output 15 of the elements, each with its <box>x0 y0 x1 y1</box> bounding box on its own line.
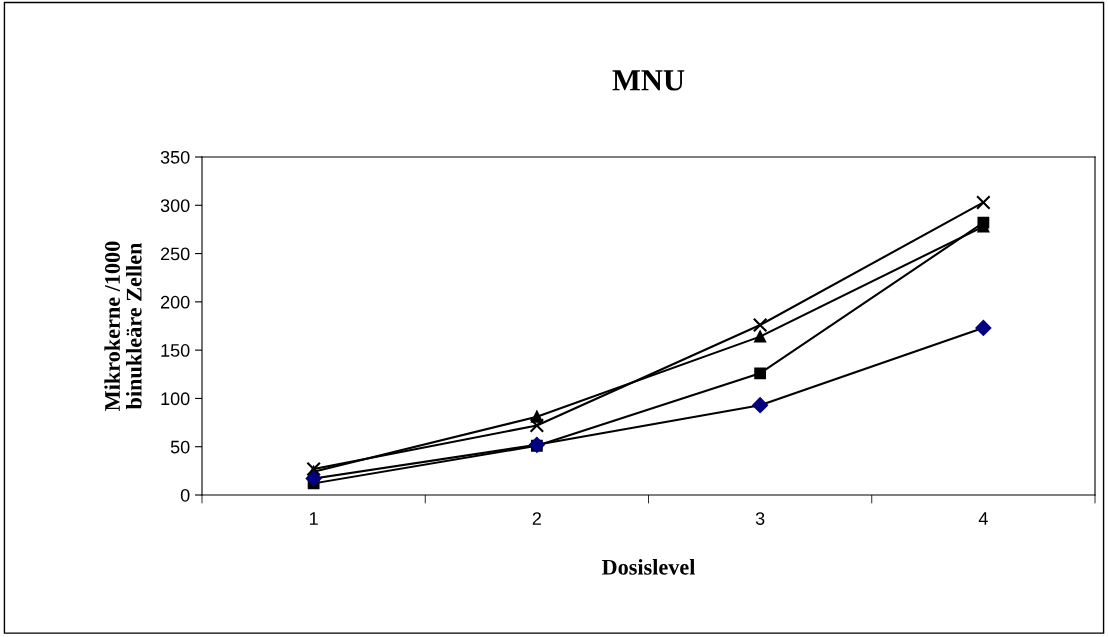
x-tick-label: 3 <box>755 512 765 525</box>
y-tick-label: 50 <box>170 440 190 454</box>
x-tick-label: 2 <box>532 512 541 525</box>
y-tick-label: 300 <box>160 199 190 213</box>
x-tick-label: 4 <box>978 512 988 525</box>
x-axis-title: Dosislevel <box>601 559 696 575</box>
x-tick-label: 1 <box>309 512 318 525</box>
y-tick-label: 100 <box>161 392 190 406</box>
chart-title: MNU <box>612 70 685 91</box>
y-axis-title: Mikrokerne /1000 binukleäre Zellen <box>104 241 142 411</box>
y-tick-label: 150 <box>161 344 190 357</box>
y-tick-label: 250 <box>160 247 190 261</box>
y-tick-label: 0 <box>180 488 190 502</box>
y-tick-label: 200 <box>160 295 190 309</box>
y-tick-label: 350 <box>160 150 190 164</box>
